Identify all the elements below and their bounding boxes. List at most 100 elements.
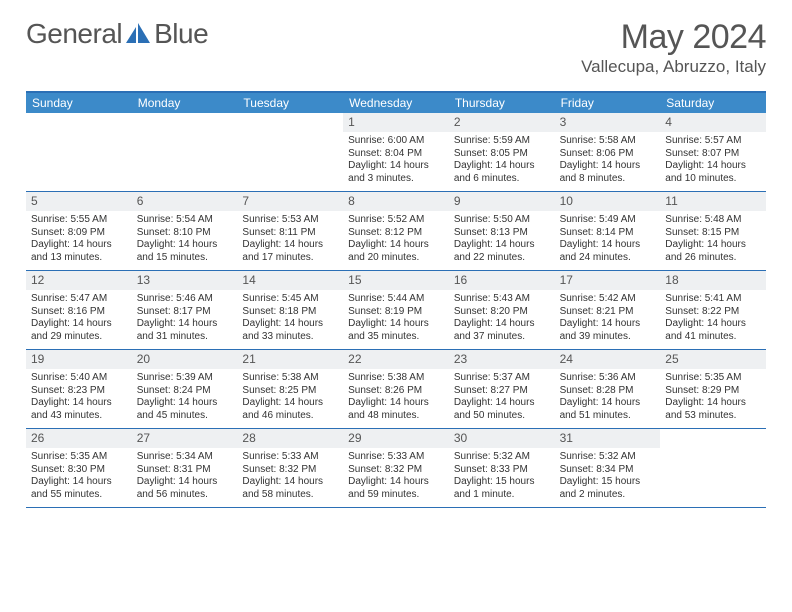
day-details: Sunrise: 6:00 AMSunset: 8:04 PMDaylight:… xyxy=(343,132,449,189)
day-header-thu: Thursday xyxy=(449,93,555,113)
day-details: Sunrise: 5:59 AMSunset: 8:05 PMDaylight:… xyxy=(449,132,555,189)
day-details: Sunrise: 5:35 AMSunset: 8:30 PMDaylight:… xyxy=(26,448,132,505)
day-details: Sunrise: 5:35 AMSunset: 8:29 PMDaylight:… xyxy=(660,369,766,426)
day-number: 8 xyxy=(343,192,449,211)
sunrise-text: Sunrise: 5:32 AM xyxy=(454,451,550,464)
sunset-text: Sunset: 8:27 PM xyxy=(454,385,550,398)
daylight-text: Daylight: 14 hours and 43 minutes. xyxy=(31,397,127,422)
day-cell xyxy=(132,113,238,191)
day-number: 14 xyxy=(237,271,343,290)
sunrise-text: Sunrise: 5:40 AM xyxy=(31,372,127,385)
day-details: Sunrise: 5:38 AMSunset: 8:25 PMDaylight:… xyxy=(237,369,343,426)
sunset-text: Sunset: 8:24 PM xyxy=(137,385,233,398)
sunset-text: Sunset: 8:14 PM xyxy=(560,227,656,240)
day-cell: 4Sunrise: 5:57 AMSunset: 8:07 PMDaylight… xyxy=(660,113,766,191)
day-cell: 3Sunrise: 5:58 AMSunset: 8:06 PMDaylight… xyxy=(555,113,661,191)
sunset-text: Sunset: 8:13 PM xyxy=(454,227,550,240)
daylight-text: Daylight: 14 hours and 56 minutes. xyxy=(137,476,233,501)
daylight-text: Daylight: 14 hours and 15 minutes. xyxy=(137,239,233,264)
day-header-mon: Monday xyxy=(132,93,238,113)
sunrise-text: Sunrise: 5:34 AM xyxy=(137,451,233,464)
sunset-text: Sunset: 8:18 PM xyxy=(242,306,338,319)
day-details: Sunrise: 5:52 AMSunset: 8:12 PMDaylight:… xyxy=(343,211,449,268)
day-details: Sunrise: 5:39 AMSunset: 8:24 PMDaylight:… xyxy=(132,369,238,426)
day-number: 15 xyxy=(343,271,449,290)
day-cell: 19Sunrise: 5:40 AMSunset: 8:23 PMDayligh… xyxy=(26,350,132,428)
day-number: 9 xyxy=(449,192,555,211)
week-row: 5Sunrise: 5:55 AMSunset: 8:09 PMDaylight… xyxy=(26,192,766,271)
sunrise-text: Sunrise: 5:49 AM xyxy=(560,214,656,227)
sunrise-text: Sunrise: 5:54 AM xyxy=(137,214,233,227)
day-header-wed: Wednesday xyxy=(343,93,449,113)
day-number: 23 xyxy=(449,350,555,369)
sunrise-text: Sunrise: 5:33 AM xyxy=(242,451,338,464)
day-header-sat: Saturday xyxy=(660,93,766,113)
sunrise-text: Sunrise: 5:35 AM xyxy=(31,451,127,464)
sunrise-text: Sunrise: 6:00 AM xyxy=(348,135,444,148)
day-details: Sunrise: 5:41 AMSunset: 8:22 PMDaylight:… xyxy=(660,290,766,347)
daylight-text: Daylight: 14 hours and 13 minutes. xyxy=(31,239,127,264)
sunrise-text: Sunrise: 5:41 AM xyxy=(665,293,761,306)
daylight-text: Daylight: 14 hours and 17 minutes. xyxy=(242,239,338,264)
day-number: 16 xyxy=(449,271,555,290)
sunrise-text: Sunrise: 5:35 AM xyxy=(665,372,761,385)
day-cell: 23Sunrise: 5:37 AMSunset: 8:27 PMDayligh… xyxy=(449,350,555,428)
sunrise-text: Sunrise: 5:38 AM xyxy=(242,372,338,385)
day-number: 20 xyxy=(132,350,238,369)
day-cell: 10Sunrise: 5:49 AMSunset: 8:14 PMDayligh… xyxy=(555,192,661,270)
day-cell: 8Sunrise: 5:52 AMSunset: 8:12 PMDaylight… xyxy=(343,192,449,270)
sunrise-text: Sunrise: 5:52 AM xyxy=(348,214,444,227)
day-number: 18 xyxy=(660,271,766,290)
day-cell: 17Sunrise: 5:42 AMSunset: 8:21 PMDayligh… xyxy=(555,271,661,349)
day-cell: 28Sunrise: 5:33 AMSunset: 8:32 PMDayligh… xyxy=(237,429,343,507)
day-number: 10 xyxy=(555,192,661,211)
month-title: May 2024 xyxy=(581,18,766,57)
daylight-text: Daylight: 15 hours and 1 minute. xyxy=(454,476,550,501)
day-details: Sunrise: 5:37 AMSunset: 8:27 PMDaylight:… xyxy=(449,369,555,426)
day-cell: 20Sunrise: 5:39 AMSunset: 8:24 PMDayligh… xyxy=(132,350,238,428)
logo-text-right: Blue xyxy=(154,18,208,50)
day-details: Sunrise: 5:42 AMSunset: 8:21 PMDaylight:… xyxy=(555,290,661,347)
sunrise-text: Sunrise: 5:38 AM xyxy=(348,372,444,385)
day-cell: 5Sunrise: 5:55 AMSunset: 8:09 PMDaylight… xyxy=(26,192,132,270)
day-cell: 24Sunrise: 5:36 AMSunset: 8:28 PMDayligh… xyxy=(555,350,661,428)
day-cell: 16Sunrise: 5:43 AMSunset: 8:20 PMDayligh… xyxy=(449,271,555,349)
day-details: Sunrise: 5:32 AMSunset: 8:34 PMDaylight:… xyxy=(555,448,661,505)
sunrise-text: Sunrise: 5:50 AM xyxy=(454,214,550,227)
day-details: Sunrise: 5:57 AMSunset: 8:07 PMDaylight:… xyxy=(660,132,766,189)
header: General Blue May 2024 Vallecupa, Abruzzo… xyxy=(0,0,792,85)
daylight-text: Daylight: 14 hours and 55 minutes. xyxy=(31,476,127,501)
day-details: Sunrise: 5:55 AMSunset: 8:09 PMDaylight:… xyxy=(26,211,132,268)
day-details: Sunrise: 5:54 AMSunset: 8:10 PMDaylight:… xyxy=(132,211,238,268)
day-number xyxy=(26,113,132,117)
day-details: Sunrise: 5:33 AMSunset: 8:32 PMDaylight:… xyxy=(343,448,449,505)
calendar: Sunday Monday Tuesday Wednesday Thursday… xyxy=(26,91,766,508)
day-header-sun: Sunday xyxy=(26,93,132,113)
sunset-text: Sunset: 8:32 PM xyxy=(242,464,338,477)
daylight-text: Daylight: 14 hours and 26 minutes. xyxy=(665,239,761,264)
sunrise-text: Sunrise: 5:45 AM xyxy=(242,293,338,306)
day-number xyxy=(132,113,238,117)
day-cell: 22Sunrise: 5:38 AMSunset: 8:26 PMDayligh… xyxy=(343,350,449,428)
day-cell: 1Sunrise: 6:00 AMSunset: 8:04 PMDaylight… xyxy=(343,113,449,191)
day-number: 19 xyxy=(26,350,132,369)
day-cell: 25Sunrise: 5:35 AMSunset: 8:29 PMDayligh… xyxy=(660,350,766,428)
day-number: 1 xyxy=(343,113,449,132)
sunrise-text: Sunrise: 5:58 AM xyxy=(560,135,656,148)
daylight-text: Daylight: 14 hours and 20 minutes. xyxy=(348,239,444,264)
day-number: 17 xyxy=(555,271,661,290)
day-number: 11 xyxy=(660,192,766,211)
sunset-text: Sunset: 8:05 PM xyxy=(454,148,550,161)
sunset-text: Sunset: 8:25 PM xyxy=(242,385,338,398)
sunset-text: Sunset: 8:32 PM xyxy=(348,464,444,477)
sunset-text: Sunset: 8:19 PM xyxy=(348,306,444,319)
title-block: May 2024 Vallecupa, Abruzzo, Italy xyxy=(581,18,766,77)
day-details: Sunrise: 5:33 AMSunset: 8:32 PMDaylight:… xyxy=(237,448,343,505)
daylight-text: Daylight: 14 hours and 48 minutes. xyxy=(348,397,444,422)
sails-icon xyxy=(124,23,152,45)
day-cell xyxy=(237,113,343,191)
day-cell: 2Sunrise: 5:59 AMSunset: 8:05 PMDaylight… xyxy=(449,113,555,191)
day-cell: 7Sunrise: 5:53 AMSunset: 8:11 PMDaylight… xyxy=(237,192,343,270)
day-number xyxy=(237,113,343,117)
daylight-text: Daylight: 14 hours and 39 minutes. xyxy=(560,318,656,343)
